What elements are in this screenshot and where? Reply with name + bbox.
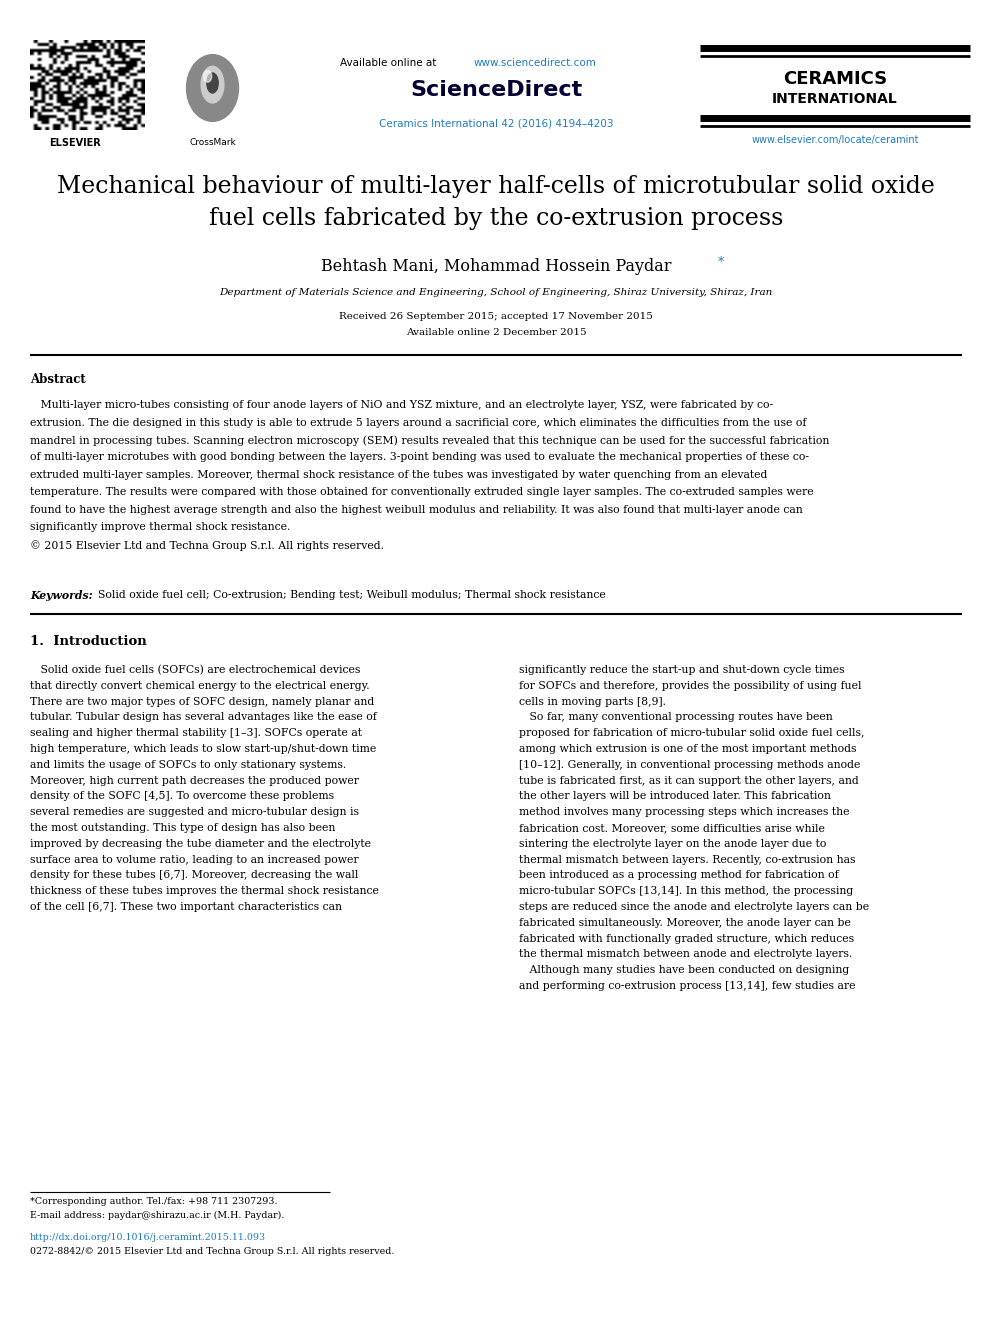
- Text: extruded multi-layer samples. Moreover, thermal shock resistance of the tubes wa: extruded multi-layer samples. Moreover, …: [30, 470, 768, 480]
- Text: *Corresponding author. Tel./fax: +98 711 2307293.: *Corresponding author. Tel./fax: +98 711…: [30, 1197, 278, 1207]
- Text: Although many studies have been conducted on designing: Although many studies have been conducte…: [519, 966, 849, 975]
- Text: improved by decreasing the tube diameter and the electrolyte: improved by decreasing the tube diameter…: [30, 839, 371, 849]
- Text: *: *: [718, 255, 724, 269]
- Text: steps are reduced since the anode and electrolyte layers can be: steps are reduced since the anode and el…: [519, 902, 869, 912]
- Ellipse shape: [186, 54, 238, 122]
- Text: INTERNATIONAL: INTERNATIONAL: [772, 93, 898, 106]
- Text: method involves many processing steps which increases the: method involves many processing steps wh…: [519, 807, 849, 818]
- Text: fuel cells fabricated by the co-extrusion process: fuel cells fabricated by the co-extrusio…: [208, 206, 784, 230]
- Text: extrusion. The die designed in this study is able to extrude 5 layers around a s: extrusion. The die designed in this stud…: [30, 418, 806, 427]
- Text: So far, many conventional processing routes have been: So far, many conventional processing rou…: [519, 712, 832, 722]
- Text: CERAMICS: CERAMICS: [783, 70, 887, 89]
- Text: cells in moving parts [8,9].: cells in moving parts [8,9].: [519, 697, 666, 706]
- Text: © 2015 Elsevier Ltd and Techna Group S.r.l. All rights reserved.: © 2015 Elsevier Ltd and Techna Group S.r…: [30, 540, 384, 550]
- Text: 1.  Introduction: 1. Introduction: [30, 635, 147, 648]
- Text: for SOFCs and therefore, provides the possibility of using fuel: for SOFCs and therefore, provides the po…: [519, 681, 861, 691]
- Text: micro-tubular SOFCs [13,14]. In this method, the processing: micro-tubular SOFCs [13,14]. In this met…: [519, 886, 853, 896]
- Ellipse shape: [201, 66, 224, 103]
- Text: mandrel in processing tubes. Scanning electron microscopy (SEM) results revealed: mandrel in processing tubes. Scanning el…: [30, 435, 829, 446]
- Text: thickness of these tubes improves the thermal shock resistance: thickness of these tubes improves the th…: [30, 886, 379, 896]
- Text: ScienceDirect: ScienceDirect: [410, 79, 582, 101]
- Text: high temperature, which leads to slow start-up/shut-down time: high temperature, which leads to slow st…: [30, 744, 376, 754]
- Text: E-mail address: paydar@shirazu.ac.ir (M.H. Paydar).: E-mail address: paydar@shirazu.ac.ir (M.…: [30, 1211, 285, 1220]
- Text: Moreover, high current path decreases the produced power: Moreover, high current path decreases th…: [30, 775, 359, 786]
- Text: proposed for fabrication of micro-tubular solid oxide fuel cells,: proposed for fabrication of micro-tubula…: [519, 728, 864, 738]
- Text: significantly improve thermal shock resistance.: significantly improve thermal shock resi…: [30, 523, 291, 532]
- Ellipse shape: [203, 70, 211, 82]
- Text: density for these tubes [6,7]. Moreover, decreasing the wall: density for these tubes [6,7]. Moreover,…: [30, 871, 358, 880]
- Text: CrossMark: CrossMark: [189, 138, 236, 147]
- Text: Ceramics International 42 (2016) 4194–4203: Ceramics International 42 (2016) 4194–42…: [379, 118, 613, 128]
- Text: found to have the highest average strength and also the highest weibull modulus : found to have the highest average streng…: [30, 505, 803, 515]
- Text: Received 26 September 2015; accepted 17 November 2015: Received 26 September 2015; accepted 17 …: [339, 312, 653, 321]
- Text: Behtash Mani, Mohammad Hossein Paydar: Behtash Mani, Mohammad Hossein Paydar: [320, 258, 672, 275]
- Text: fabricated simultaneously. Moreover, the anode layer can be: fabricated simultaneously. Moreover, the…: [519, 918, 851, 927]
- Text: www.elsevier.com/locate/ceramint: www.elsevier.com/locate/ceramint: [751, 135, 919, 146]
- Text: density of the SOFC [4,5]. To overcome these problems: density of the SOFC [4,5]. To overcome t…: [30, 791, 334, 802]
- Text: Solid oxide fuel cell; Co-extrusion; Bending test; Weibull modulus; Thermal shoc: Solid oxide fuel cell; Co-extrusion; Ben…: [98, 590, 606, 601]
- Text: 0272-8842/© 2015 Elsevier Ltd and Techna Group S.r.l. All rights reserved.: 0272-8842/© 2015 Elsevier Ltd and Techna…: [30, 1248, 395, 1256]
- Text: the most outstanding. This type of design has also been: the most outstanding. This type of desig…: [30, 823, 335, 833]
- Text: thermal mismatch between layers. Recently, co-extrusion has: thermal mismatch between layers. Recentl…: [519, 855, 855, 865]
- Text: Available online 2 December 2015: Available online 2 December 2015: [406, 328, 586, 337]
- Text: http://dx.doi.org/10.1016/j.ceramint.2015.11.093: http://dx.doi.org/10.1016/j.ceramint.201…: [30, 1233, 266, 1242]
- Text: that directly convert chemical energy to the electrical energy.: that directly convert chemical energy to…: [30, 681, 370, 691]
- Text: Available online at: Available online at: [340, 58, 439, 67]
- Text: of the cell [6,7]. These two important characteristics can: of the cell [6,7]. These two important c…: [30, 902, 342, 912]
- Text: Department of Materials Science and Engineering, School of Engineering, Shiraz U: Department of Materials Science and Engi…: [219, 288, 773, 296]
- Text: [10–12]. Generally, in conventional processing methods anode: [10–12]. Generally, in conventional proc…: [519, 759, 860, 770]
- Text: of multi-layer microtubes with good bonding between the layers. 3-point bending : of multi-layer microtubes with good bond…: [30, 452, 809, 463]
- Text: several remedies are suggested and micro-tubular design is: several remedies are suggested and micro…: [30, 807, 359, 818]
- Text: sealing and higher thermal stability [1–3]. SOFCs operate at: sealing and higher thermal stability [1–…: [30, 728, 362, 738]
- Text: the thermal mismatch between anode and electrolyte layers.: the thermal mismatch between anode and e…: [519, 950, 852, 959]
- Text: significantly reduce the start-up and shut-down cycle times: significantly reduce the start-up and sh…: [519, 665, 844, 675]
- Text: been introduced as a processing method for fabrication of: been introduced as a processing method f…: [519, 871, 839, 880]
- Text: There are two major types of SOFC design, namely planar and: There are two major types of SOFC design…: [30, 697, 374, 706]
- Text: fabricated with functionally graded structure, which reduces: fabricated with functionally graded stru…: [519, 934, 854, 943]
- Text: and performing co-extrusion process [13,14], few studies are: and performing co-extrusion process [13,…: [519, 980, 855, 991]
- Text: surface area to volume ratio, leading to an increased power: surface area to volume ratio, leading to…: [30, 855, 359, 865]
- Text: sintering the electrolyte layer on the anode layer due to: sintering the electrolyte layer on the a…: [519, 839, 826, 849]
- Text: fabrication cost. Moreover, some difficulties arise while: fabrication cost. Moreover, some difficu…: [519, 823, 825, 833]
- Text: Multi-layer micro-tubes consisting of four anode layers of NiO and YSZ mixture, : Multi-layer micro-tubes consisting of fo…: [30, 400, 773, 410]
- Text: www.sciencedirect.com: www.sciencedirect.com: [474, 58, 597, 67]
- Text: the other layers will be introduced later. This fabrication: the other layers will be introduced late…: [519, 791, 831, 802]
- Text: Mechanical behaviour of multi-layer half-cells of microtubular solid oxide: Mechanical behaviour of multi-layer half…: [58, 175, 934, 198]
- Text: among which extrusion is one of the most important methods: among which extrusion is one of the most…: [519, 744, 856, 754]
- Text: tubular. Tubular design has several advantages like the ease of: tubular. Tubular design has several adva…: [30, 712, 377, 722]
- Text: Keywords:: Keywords:: [30, 590, 92, 601]
- Text: temperature. The results were compared with those obtained for conventionally ex: temperature. The results were compared w…: [30, 487, 813, 497]
- Text: Abstract: Abstract: [30, 373, 85, 386]
- Text: and limits the usage of SOFCs to only stationary systems.: and limits the usage of SOFCs to only st…: [30, 759, 346, 770]
- Text: tube is fabricated first, as it can support the other layers, and: tube is fabricated first, as it can supp…: [519, 775, 859, 786]
- Ellipse shape: [206, 73, 218, 93]
- Text: ELSEVIER: ELSEVIER: [50, 138, 101, 148]
- Text: Solid oxide fuel cells (SOFCs) are electrochemical devices: Solid oxide fuel cells (SOFCs) are elect…: [30, 665, 360, 675]
